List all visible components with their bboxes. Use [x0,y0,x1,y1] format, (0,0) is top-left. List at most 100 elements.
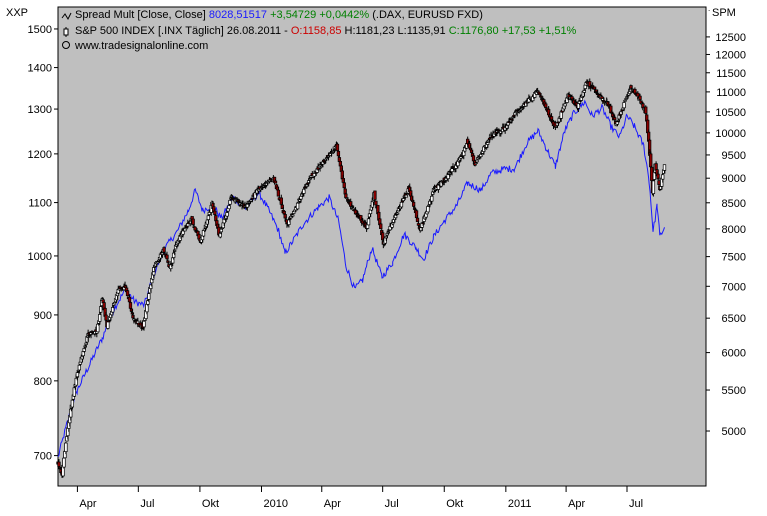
candle [662,164,667,173]
legend-spread-value: 8028,51517 [209,9,267,21]
candle [279,194,283,207]
candle [162,246,166,253]
right-axis: 5000 5500 6000 6500 7000 7500 8000 8500 9000 9500… [706,32,746,438]
candle [379,222,383,230]
right-tick-label: 11000 [716,87,746,99]
sp500-candles [56,78,667,478]
legend-candle-label: S&P 500 INDEX [.INX Täglich] 26.08.2011 [75,25,281,37]
candle [607,101,611,108]
candle [399,198,404,208]
legend-candle-change: +17,53 +1,51% [502,25,577,37]
candle [656,171,660,180]
right-tick-label: 9500 [722,150,746,162]
candle [613,114,617,122]
left-tick-label: 1500 [28,24,52,36]
right-tick-label: 11500 [716,68,746,80]
right-tick-label: 8000 [722,224,746,236]
right-tick-label: 6000 [722,348,746,360]
candle [411,199,416,209]
candle [218,232,222,239]
candle [459,155,463,162]
right-axis-marker: . [708,4,710,13]
candle-icon [63,27,69,37]
right-tick-label: 8500 [722,198,746,210]
candle [624,97,628,101]
candle [650,165,654,183]
candle [415,214,420,223]
left-tick-label: 900 [34,310,52,322]
candle [228,199,232,207]
candle [479,152,483,159]
legend-source: www.tradesignalonline.com [74,40,208,52]
legend-candle-open: O:1158,85 [291,25,342,37]
right-tick-label: 6500 [722,313,746,325]
candle [539,94,543,99]
candle [74,376,78,386]
right-tick-label: 12500 [715,32,746,44]
right-tick-label: 5000 [722,426,746,438]
candle [430,192,434,205]
candle [191,218,195,227]
candle [111,304,115,314]
legend-spread-detail: (.DAX, EURUSD FXD) [372,9,483,21]
candle [622,100,626,112]
candle [276,187,281,197]
legend-candle-high: H:1181,23 [345,25,395,37]
x-tick-label: Jul [140,498,154,510]
candle [638,93,642,100]
left-tick-label: 1100 [28,198,52,210]
candle [388,222,392,231]
plot-area [57,6,707,487]
candle [582,87,586,97]
legend-candle-close: C:1176,80 [449,25,499,37]
candle [127,294,132,304]
candle [172,249,177,255]
candle [70,399,75,410]
candle [98,311,102,325]
candle [302,187,306,197]
candle [305,184,309,189]
candle [250,197,254,203]
left-tick-label: 1300 [28,104,52,116]
legend-spread-row: Spread Mult [Close, Close] 8028,51517 +3… [61,9,483,21]
legend-spread-change: +3,54729 [270,9,316,21]
svg-text:Spread Mult [Close, Close]: Spread Mult [Close, Close] 8028,51517 +3… [75,9,483,21]
left-unit-label: XXP [6,7,28,19]
candle [146,299,150,307]
candle [651,179,656,197]
candle [295,202,300,211]
legend: Spread Mult [Close, Close] 8028,51517 +3… [60,8,577,52]
legend-background [60,8,570,52]
candle [69,407,73,421]
candle [366,216,371,226]
x-tick-label: Jul [385,498,399,510]
x-tick-label: Apr [324,498,341,510]
candle [644,105,648,115]
right-tick-label: 5500 [722,385,746,397]
right-tick-label: 12000 [715,49,746,61]
candle [636,91,640,97]
right-tick-label: 7000 [722,281,746,293]
right-tick-label: 10500 [715,107,746,119]
x-tick-label: Apr [79,498,96,510]
candle [395,211,400,216]
right-tick-label: 10000 [715,128,746,140]
left-tick-label: 1200 [28,149,52,161]
legend-candle-low: L:1135,91 [398,25,446,37]
candle [486,142,490,149]
candle [544,103,548,109]
legend-candle-row: S&P 500 INDEX [.INX Täglich] 26.08.2011 … [63,25,577,37]
candle [82,346,86,353]
left-axis: 700 800 900 1000 1100 1200 1300 1400 1500 [28,24,58,463]
x-tick-label: Okt [446,498,463,510]
right-unit-label: SPM [712,7,736,19]
candle [426,205,430,213]
candle [96,322,100,333]
svg-text:S&P 500 INDEX [.INX Täglich]: S&P 500 INDEX [.INX Täglich] 26.08.2011 … [75,25,577,37]
x-tick-label: 2010 [264,498,288,510]
candle [321,161,325,168]
legend-spread-label: Spread Mult [Close, Close] [75,9,206,21]
candle [273,179,278,184]
